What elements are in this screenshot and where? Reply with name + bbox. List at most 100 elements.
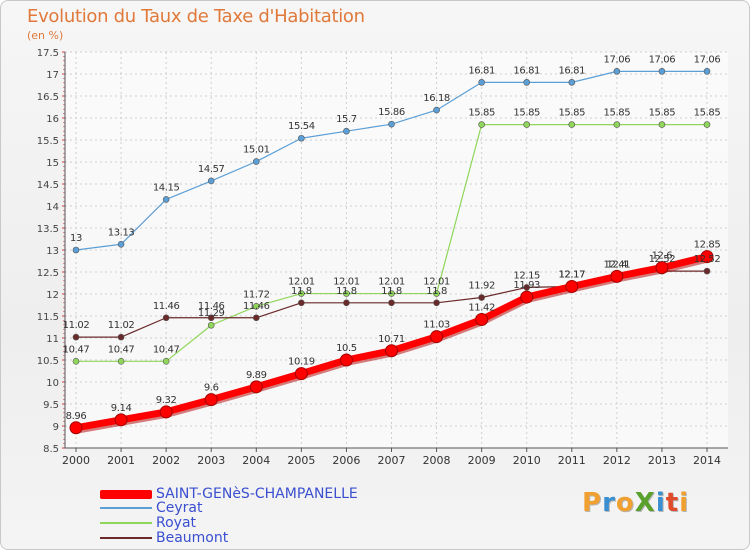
data-point — [298, 299, 305, 307]
data-label: 10.47 — [108, 344, 135, 355]
series-group — [69, 68, 714, 435]
data-point — [249, 380, 263, 394]
data-label: 12.85 — [694, 240, 721, 251]
data-point — [159, 405, 173, 419]
logo-letter: o — [615, 488, 635, 518]
x-tick-label: 2008 — [423, 454, 451, 467]
data-point — [568, 121, 576, 128]
data-label: 16.81 — [468, 65, 495, 76]
data-point — [252, 314, 260, 322]
x-axis-tick-labels: 2000 2001 2002 2003 2004 2005 2006 2007 2008 2009… — [62, 454, 721, 467]
data-point — [207, 321, 215, 329]
data-label: 15.7 — [336, 114, 357, 125]
y-tick-label: 13.5 — [37, 224, 59, 235]
data-label: 11.29 — [198, 308, 225, 319]
data-label: 12.52 — [649, 254, 676, 265]
y-tick-label: 10.5 — [37, 356, 59, 367]
data-point — [388, 120, 395, 128]
y-tick-label: 11 — [46, 334, 59, 345]
data-label: 15.85 — [513, 108, 540, 119]
data-label: 17.06 — [649, 54, 676, 65]
x-tick-label: 2011 — [558, 454, 586, 467]
y-tick-label: 15.5 — [37, 136, 59, 147]
data-point — [162, 358, 170, 365]
data-label: 10.5 — [336, 343, 357, 354]
data-point — [343, 299, 350, 307]
data-label: 8.96 — [66, 411, 87, 422]
data-point — [565, 280, 579, 294]
data-label: 15.85 — [694, 108, 721, 119]
legend-label: SAINT-GENèS-CHAMPANELLE — [156, 486, 358, 502]
y-tick-label: 15 — [46, 158, 59, 169]
data-label: 10.19 — [288, 357, 315, 368]
logo-letter: X — [634, 488, 656, 518]
data-point — [339, 353, 353, 367]
data-point — [658, 68, 666, 75]
legend-item: Royat — [100, 515, 196, 531]
grid — [65, 51, 728, 449]
data-point — [613, 68, 621, 75]
data-label: 14.57 — [198, 164, 225, 175]
data-label: 15.01 — [243, 145, 270, 156]
data-label: 15.85 — [604, 108, 631, 119]
x-tick-label: 2012 — [603, 454, 631, 467]
data-point — [117, 358, 125, 365]
data-label: 11.46 — [243, 301, 270, 312]
data-point — [475, 313, 489, 327]
data-point — [523, 79, 531, 86]
x-tick-label: 2005 — [287, 454, 315, 467]
data-label: 9.14 — [111, 403, 132, 414]
data-point — [703, 68, 711, 75]
y-tick-label: 17.5 — [37, 48, 59, 59]
data-label: 15.86 — [378, 107, 405, 118]
data-label: 12.01 — [378, 277, 405, 288]
data-label: 13.13 — [108, 227, 135, 238]
legend-item: SAINT-GENèS-CHAMPANELLE — [100, 486, 358, 502]
data-label: 15.54 — [288, 121, 315, 132]
y-axis-tick-labels: 8.5 9 9.5 10 10.5 11 11.5 12 12.5 13 13.5 14 14.5 15 1… — [37, 48, 59, 455]
data-label: 14.15 — [153, 182, 180, 193]
x-tick-label: 2013 — [648, 454, 676, 467]
data-point — [610, 269, 624, 283]
data-point — [162, 196, 170, 203]
data-label: 12.01 — [423, 277, 450, 288]
data-point — [207, 177, 215, 185]
x-tick-label: 2004 — [242, 454, 270, 467]
y-tick-label: 12 — [46, 290, 59, 301]
data-label: 11.72 — [243, 289, 270, 300]
data-label: 11.8 — [381, 286, 402, 297]
data-label: 11.92 — [468, 281, 495, 292]
data-label: 12.17 — [558, 270, 585, 281]
data-label: 12.52 — [694, 254, 721, 265]
proxiti-logo: ProXiti — [582, 488, 689, 518]
data-label: 11.03 — [423, 320, 450, 331]
data-point — [343, 290, 350, 297]
data-point — [72, 333, 80, 341]
y-tick-label: 10 — [46, 378, 59, 389]
data-point — [700, 250, 714, 264]
data-label: 11.93 — [513, 280, 540, 291]
y-tick-label: 13 — [46, 246, 59, 257]
data-point — [162, 314, 170, 322]
data-point — [343, 127, 350, 135]
data-label: 11.02 — [63, 320, 90, 331]
y-tick-label: 9 — [53, 422, 59, 433]
data-point — [568, 79, 576, 86]
x-tick-label: 2002 — [152, 454, 180, 467]
data-point — [294, 367, 308, 381]
legend-swatch — [100, 522, 152, 524]
data-point — [385, 344, 398, 358]
data-label: 11.02 — [108, 320, 135, 331]
data-point — [252, 303, 260, 310]
data-point — [658, 121, 666, 128]
y-tick-label: 9.5 — [43, 400, 59, 411]
data-point — [69, 421, 83, 435]
data-label: 12.15 — [513, 270, 540, 281]
data-label: 12.17 — [558, 270, 585, 281]
y-tick-label: 16 — [46, 114, 59, 125]
y-tick-label: 14 — [46, 202, 59, 213]
axes — [62, 51, 728, 452]
data-label: 16.81 — [558, 65, 585, 76]
data-point — [478, 121, 485, 128]
data-point — [613, 121, 621, 128]
